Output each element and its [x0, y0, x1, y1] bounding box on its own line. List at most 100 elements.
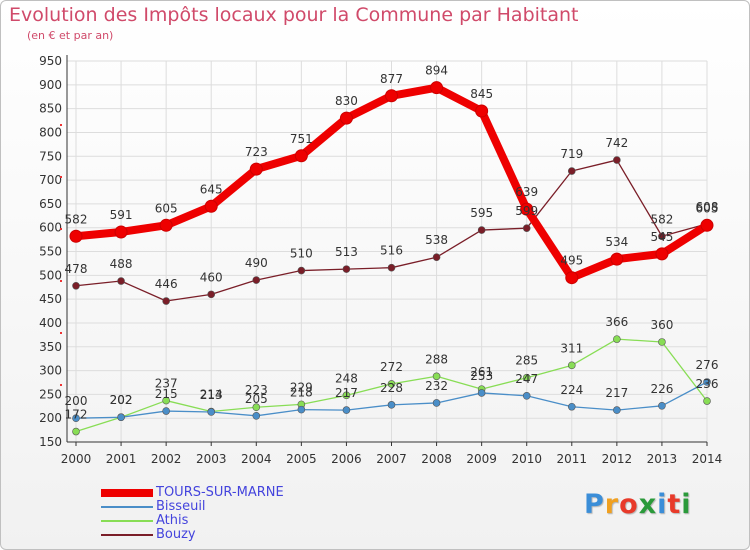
data-label: 460: [200, 270, 223, 284]
data-point: [252, 412, 261, 420]
data-point: [297, 405, 306, 414]
data-label: 236: [696, 377, 719, 391]
data-label: 582: [65, 212, 88, 226]
y-tick-label: 450: [39, 292, 62, 306]
data-point: [703, 397, 711, 405]
data-point: [565, 271, 579, 285]
y-tick-label: 200: [39, 411, 62, 425]
data-point: [297, 266, 306, 275]
y-tick-label: 300: [39, 364, 62, 378]
data-point: [477, 226, 486, 234]
data-point: [658, 338, 666, 346]
data-point: [658, 232, 666, 241]
data-point: [114, 225, 128, 239]
data-label: 288: [425, 352, 448, 366]
data-label: 639: [515, 185, 538, 199]
y-tick-label: 800: [39, 125, 62, 139]
data-point: [430, 81, 444, 95]
data-point: [252, 403, 261, 412]
data-point: [72, 414, 80, 422]
data-point: [342, 391, 351, 400]
data-label: 272: [380, 360, 403, 374]
data-point: [567, 167, 576, 175]
data-point: [207, 290, 216, 299]
y-tick-label: 550: [39, 245, 62, 259]
data-label: 248: [335, 371, 358, 385]
data-point: [252, 276, 261, 284]
data-point: [207, 408, 216, 416]
data-point: [387, 380, 396, 388]
data-label-layer: 478 488 446 460 490 510 513 516 538 595 599 719 742 5…: [65, 64, 719, 422]
data-point: [522, 392, 531, 400]
data-label: 894: [425, 64, 448, 78]
data-point: [700, 218, 714, 232]
data-label: 599: [515, 204, 538, 218]
x-tick-label: 2010: [511, 452, 542, 466]
y-tick-label: 400: [39, 316, 62, 330]
data-label: 261: [470, 365, 493, 379]
data-point: [339, 111, 353, 125]
x-tick-label: 2002: [151, 452, 182, 466]
y-tick-label: 650: [39, 197, 62, 211]
data-point: [432, 399, 441, 407]
data-point: [117, 277, 125, 285]
legend-label: Bisseuil: [156, 499, 206, 514]
data-label: 213: [200, 388, 223, 402]
data-label: 228: [380, 381, 403, 395]
data-label: 582: [650, 212, 673, 226]
y-tick-label: 950: [39, 54, 62, 68]
data-point: [703, 378, 711, 386]
y-tick-label: 750: [39, 149, 62, 163]
data-point: [117, 413, 125, 422]
data-label: 247: [515, 372, 538, 386]
proxiti-logo: Proxiti: [584, 489, 692, 520]
data-label: 172: [65, 408, 88, 422]
data-point: [385, 89, 398, 103]
legend-swatch: [101, 520, 153, 522]
x-tick-label: 2003: [196, 452, 227, 466]
data-label: 446: [155, 277, 178, 291]
data-point: [520, 202, 534, 216]
data-point: [658, 402, 666, 410]
data-label: 591: [110, 208, 133, 222]
data-label: 513: [335, 245, 358, 259]
data-label: 495: [560, 254, 583, 268]
x-tick-label: 2005: [286, 452, 317, 466]
data-label: 214: [200, 388, 223, 402]
x-tick-label: 2014: [692, 452, 723, 466]
y-tick-label: 700: [39, 173, 62, 187]
data-label: 478: [65, 262, 88, 276]
data-label: 202: [110, 393, 133, 407]
data-point: [162, 297, 170, 305]
legend-swatch: [101, 506, 153, 508]
data-label: 226: [650, 382, 673, 396]
chart-subtitle: (en € et par an): [27, 29, 114, 42]
data-label: 285: [515, 354, 538, 368]
data-label: 488: [110, 257, 133, 271]
data-label: 751: [290, 132, 313, 146]
x-tick-label: 2013: [647, 452, 678, 466]
data-label: 595: [470, 206, 493, 220]
data-label: 845: [470, 87, 493, 101]
x-tick-label: 2012: [602, 452, 633, 466]
data-point: [159, 218, 173, 232]
x-tick-label: 2011: [557, 452, 588, 466]
x-tick-label: 2000: [61, 452, 92, 466]
data-point: [342, 406, 351, 414]
grid-layer: [67, 60, 708, 443]
data-label: 237: [155, 377, 178, 391]
data-label: 232: [425, 379, 448, 393]
data-label: 276: [696, 358, 719, 372]
x-tick-label: 2009: [466, 452, 497, 466]
legend-label: Bouzy: [156, 527, 196, 542]
y-tick-label: 500: [39, 268, 62, 282]
y-tick-label: 900: [39, 78, 62, 92]
data-label: 215: [155, 387, 178, 401]
data-label: 217: [605, 386, 628, 400]
series-layer: [69, 81, 714, 436]
data-point: [522, 224, 531, 232]
x-tick-label: 2007: [376, 452, 407, 466]
legend-label: Athis: [156, 513, 189, 528]
data-point: [522, 373, 531, 382]
